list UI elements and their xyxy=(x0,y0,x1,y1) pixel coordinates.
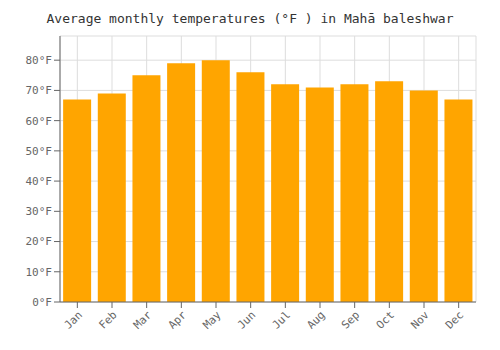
svg-text:Jun: Jun xyxy=(235,308,258,331)
svg-text:0°F: 0°F xyxy=(32,296,52,309)
svg-text:Apr: Apr xyxy=(166,308,190,332)
svg-text:Sep: Sep xyxy=(339,308,362,331)
svg-text:Aug: Aug xyxy=(304,308,327,331)
svg-text:40°F: 40°F xyxy=(26,175,53,188)
svg-text:Jan: Jan xyxy=(62,308,85,331)
svg-text:Dec: Dec xyxy=(443,308,466,331)
svg-text:Feb: Feb xyxy=(96,308,119,331)
svg-text:Mar: Mar xyxy=(131,308,155,332)
svg-text:20°F: 20°F xyxy=(26,235,53,248)
svg-text:Oct: Oct xyxy=(374,308,397,331)
svg-text:10°F: 10°F xyxy=(26,266,53,279)
html-text:Average monthly temperatures (: Average monthly temperatures (°F ) in Ma… xyxy=(46,11,454,26)
svg-text:30°F: 30°F xyxy=(26,205,53,218)
svg-text:50°F: 50°F xyxy=(26,145,53,158)
svg-text:Jul: Jul xyxy=(270,308,293,331)
svg-text:May: May xyxy=(200,308,224,332)
svg-text:80°F: 80°F xyxy=(26,54,53,67)
svg-text:60°F: 60°F xyxy=(26,115,53,128)
svg-text:70°F: 70°F xyxy=(26,84,53,97)
svg-text:Nov: Nov xyxy=(408,308,432,332)
